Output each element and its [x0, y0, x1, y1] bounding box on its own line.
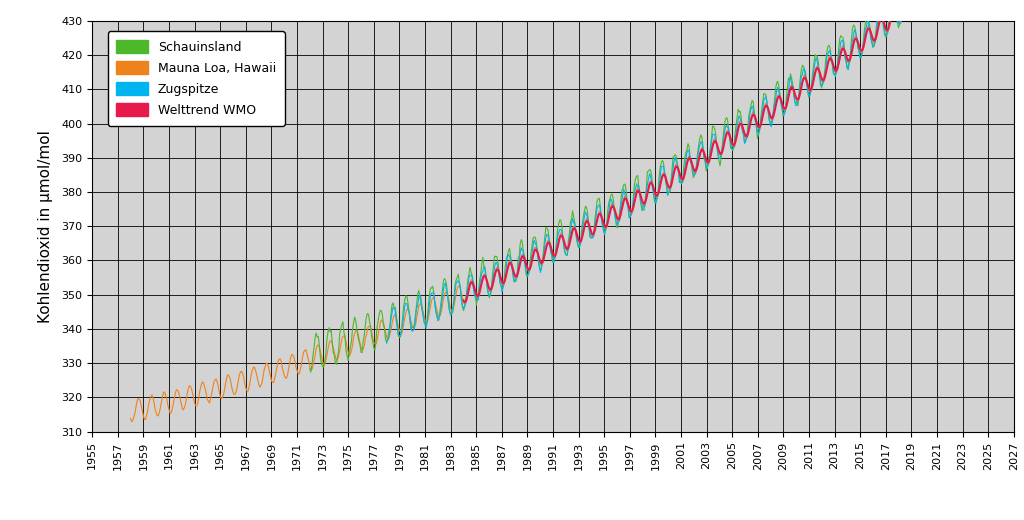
Legend: Schauinsland, Mauna Loa, Hawaii, Zugspitze, Welttrend WMO: Schauinsland, Mauna Loa, Hawaii, Zugspit… — [108, 31, 285, 126]
Y-axis label: Kohlendioxid in µmol/mol: Kohlendioxid in µmol/mol — [38, 130, 53, 322]
